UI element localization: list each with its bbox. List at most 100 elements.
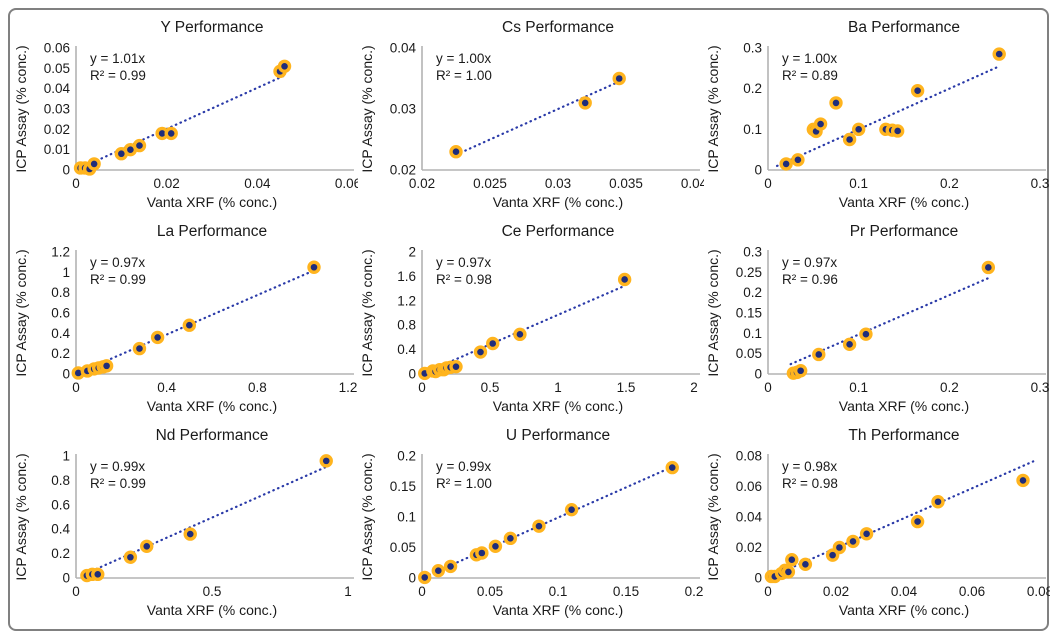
chart-nd-performance: Nd Performance 0 0.5 1 0 0.2 0.4 0.6 0.8 1 Vanta X… [13,427,354,618]
data-point [150,330,165,345]
y-tick-label: 0.03 [44,102,70,117]
x-tick-label: 0.035 [609,176,643,191]
trend-line [423,465,675,578]
x-tick-label: 0 [418,584,426,599]
x-tick-label: 0.5 [481,380,500,395]
x-tick-label: 0.02 [409,176,435,191]
data-point [443,559,458,574]
y-tick-label: 0.25 [736,265,762,280]
x-tick-label: 0.06 [335,176,358,191]
trend-line [454,80,621,156]
data-point [890,124,905,138]
data-point [832,540,847,555]
r-squared-label: R² = 0.99 [90,272,146,287]
data-point [319,454,333,468]
y-tick-label: 0.02 [390,163,416,178]
chart-cell-nd-performance: Nd Performance 0 0.5 1 0 0.2 0.4 0.6 0.8 1 Vanta X… [12,423,358,627]
chart-cell-pr-performance: Pr Performance 0 0.1 0.2 0.3 0 0.05 0.1 0.15 0.2 0… [704,219,1050,423]
data-point [132,341,147,356]
x-tick-label: 0.2 [940,380,959,395]
y-tick-label: 0.1 [743,326,762,341]
chart-cell-u-performance: U Performance 0 0.05 0.1 0.15 0.2 0 0.05 0.1 0.15… [358,423,704,627]
data-point [183,527,197,541]
chart-y-performance: Y Performance 0 0.02 0.04 0.06 0 0.01 0.02 0.03 0… [13,19,358,210]
x-tick-label: 0.02 [154,176,180,191]
data-point [791,153,805,167]
x-axis-title: Vanta XRF (% conc.) [147,194,277,210]
equation-label: y = 0.98x [782,459,837,474]
x-tick-label: 0.3 [1031,176,1050,191]
y-tick-label: 0 [408,367,416,382]
x-axis-title: Vanta XRF (% conc.) [147,398,277,414]
data-point [859,327,873,341]
chart-title: Cs Performance [502,19,614,36]
y-tick-label: 1 [62,449,70,464]
y-axis-title: ICP Assay (% conc.) [13,45,29,172]
data-point [488,539,503,553]
data-point [812,347,826,362]
data-point [123,550,138,564]
data-point [931,495,945,509]
data-point [813,117,828,131]
y-tick-label: 0.06 [736,479,762,494]
equation-label: y = 0.97x [782,255,837,270]
y-tick-label: 0.01 [44,142,70,157]
y-tick-label: 0 [62,571,70,586]
data-point [798,557,813,571]
equation-label: y = 0.97x [436,255,491,270]
chart-title: Nd Performance [156,427,269,444]
y-tick-label: 0 [754,163,762,178]
data-point [182,318,197,332]
chart-title: Ce Performance [502,223,615,240]
y-tick-label: 1.2 [51,245,70,260]
data-point [486,336,500,351]
data-point [781,565,796,579]
x-tick-label: 0.04 [244,176,271,191]
equation-label: y = 0.99x [90,459,145,474]
data-point [578,96,592,110]
chart-title: Ba Performance [848,19,960,36]
y-tick-label: 1 [62,265,70,280]
y-axis-title: ICP Assay (% conc.) [359,45,375,172]
y-tick-label: 0.3 [743,245,762,260]
y-tick-label: 0.05 [736,346,762,361]
x-tick-label: 0 [764,380,772,395]
chart-cell-la-performance: La Performance 0 0.4 0.8 1.2 0 0.2 0.4 0.6 0.8 1 1.… [12,219,358,423]
chart-title: La Performance [157,223,267,240]
y-tick-label: 0.1 [397,510,416,525]
x-tick-label: 0.06 [959,584,985,599]
y-tick-label: 0.2 [397,449,416,464]
r-squared-label: R² = 1.00 [436,476,492,491]
y-tick-label: 0.04 [44,81,71,96]
data-point [564,502,579,517]
chart-ba-performance: Ba Performance 0 0.1 0.2 0.3 0 0.1 0.2 0.3 Vanta … [705,19,1050,210]
y-tick-label: 0 [754,571,762,586]
y-tick-label: 0.02 [736,540,762,555]
x-tick-label: 0.04 [891,584,918,599]
y-tick-label: 0.8 [51,473,70,488]
y-tick-label: 0.06 [44,41,70,56]
trend-line [770,460,1035,578]
x-tick-label: 0 [72,584,80,599]
chart-pr-performance: Pr Performance 0 0.1 0.2 0.3 0 0.05 0.1 0.15 0.2 0… [705,223,1049,414]
data-point [164,126,178,141]
x-tick-label: 0.08 [1027,584,1050,599]
x-tick-label: 2 [690,380,698,395]
y-tick-label: 1.6 [397,269,416,284]
chart-title: Pr Performance [850,223,959,240]
y-tick-label: 0 [62,163,70,178]
chart-cell-ce-performance: Ce Performance 0 0.5 1 1.5 2 0 0.4 0.8 1.2 1.6 2 Van… [358,219,704,423]
data-point [307,260,321,274]
y-tick-label: 0.6 [51,306,70,321]
data-point [665,460,679,475]
y-tick-label: 0 [754,367,762,382]
chart-title: Th Performance [848,427,959,444]
y-tick-label: 0.2 [743,81,762,96]
data-point [846,534,860,549]
data-point [513,327,527,342]
y-tick-label: 0.4 [51,522,70,537]
data-point [612,71,626,86]
data-point [473,345,488,359]
data-point [449,359,463,374]
